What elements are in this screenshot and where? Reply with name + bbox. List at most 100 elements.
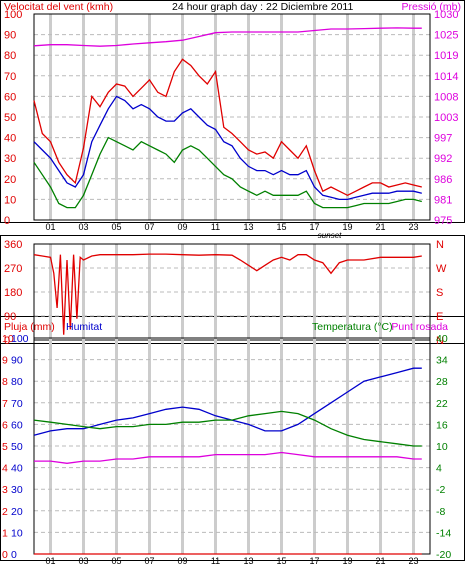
right-tick-label: 1008 [434, 91, 458, 103]
temperature-tick-label: 40 [436, 333, 448, 345]
x-tick-label: 13 [243, 222, 253, 232]
temperature-tick-label: -8 [436, 506, 445, 518]
right-axis-label: Pressió (mb) [401, 1, 461, 13]
direction-tick-label: 0 [4, 335, 10, 347]
right-tick-label: 981 [434, 194, 452, 206]
rain-tick-label: 3 [2, 484, 8, 496]
compass-tick-label: S [436, 287, 443, 299]
temperature-tick-label: 16 [436, 419, 448, 431]
x-tick-label: 09 [177, 556, 187, 566]
temperature-tick-label: -14 [436, 527, 451, 539]
left-tick-label: 70 [4, 71, 16, 83]
x-tick-label: 17 [309, 222, 319, 232]
left-tick-label: 50 [4, 112, 16, 124]
humidity-tick-label: 80 [11, 376, 23, 388]
sunset-label: sunset [318, 231, 342, 240]
series-line-dewpoint [34, 451, 422, 464]
x-tick-label: 15 [276, 556, 286, 566]
temperature-tick-label: 10 [436, 441, 448, 453]
temperature-axis-label: Temperatura (°C) [312, 321, 393, 333]
direction-tick-label: 180 [4, 287, 22, 299]
right-tick-label: 1019 [434, 50, 458, 62]
panel-frame-1 [0, 0, 465, 223]
rain-tick-label: 10 [2, 333, 14, 345]
humidity-axis-label: Humitat [66, 321, 102, 333]
series-line-avg_wind [33, 95, 422, 201]
left-tick-label: 60 [4, 91, 16, 103]
rain-tick-label: 7 [2, 398, 8, 410]
direction-tick-label: 90 [4, 311, 16, 323]
direction-tick-label: 270 [4, 263, 22, 275]
rain-tick-label: 8 [2, 376, 8, 388]
x-tick-label: 21 [375, 222, 385, 232]
left-tick-label: 40 [4, 133, 16, 145]
humidity-tick-label: 70 [11, 398, 23, 410]
x-tick-label: 03 [78, 556, 88, 566]
right-tick-label: 986 [434, 174, 452, 186]
right-tick-label: 975 [434, 215, 452, 227]
humidity-tick-label: 0 [11, 549, 17, 561]
x-tick-label: 23 [408, 556, 418, 566]
x-tick-label: 11 [211, 556, 220, 566]
x-tick-label: 23 [408, 222, 418, 232]
compass-tick-label: W [436, 263, 447, 275]
series-line-pressure [33, 27, 422, 47]
right-tick-label: 1014 [434, 71, 458, 83]
temperature-tick-label: -2 [436, 484, 445, 496]
rain-tick-label: 1 [2, 527, 8, 539]
series-line-humidity [33, 367, 422, 436]
right-tick-label: 992 [434, 153, 452, 165]
rain-axis-label: Pluja (mm) [4, 321, 55, 333]
temperature-tick-label: 22 [436, 398, 448, 410]
humidity-tick-label: 40 [11, 463, 23, 475]
x-tick-label: 05 [111, 556, 121, 566]
left-tick-label: 100 [4, 9, 22, 21]
rain-tick-label: 6 [2, 419, 8, 431]
left-tick-label: 90 [4, 30, 16, 42]
left-tick-label: 30 [4, 153, 16, 165]
series-line-wind [33, 58, 422, 197]
x-tick-label: 21 [375, 556, 385, 566]
rain-tick-label: 9 [2, 355, 8, 367]
right-tick-label: 1003 [434, 112, 458, 124]
left-axis-label: Velocitat del vent (kmh) [4, 1, 113, 13]
humidity-tick-label: 20 [11, 506, 23, 518]
x-tick-label: 15 [276, 222, 286, 232]
temperature-tick-label: 4 [436, 463, 442, 475]
compass-tick-label: E [436, 311, 443, 323]
x-tick-label: 05 [111, 222, 121, 232]
humidity-tick-label: 60 [11, 419, 23, 431]
humidity-tick-label: 90 [11, 355, 23, 367]
rain-tick-label: 4 [2, 463, 8, 475]
left-tick-label: 20 [4, 174, 16, 186]
series-line-gust_low [33, 136, 422, 209]
left-tick-label: 10 [4, 194, 16, 206]
temperature-tick-label: 28 [436, 376, 448, 388]
rain-tick-label: 0 [2, 549, 8, 561]
humidity-tick-label: 30 [11, 484, 23, 496]
dewpoint-axis-label: Punt rosada [391, 321, 448, 333]
x-tick-label: 03 [78, 222, 88, 232]
x-tick-label: 07 [144, 556, 154, 566]
x-tick-label: 01 [45, 222, 55, 232]
rain-tick-label: 5 [2, 441, 8, 453]
x-tick-label: 13 [243, 556, 253, 566]
x-tick-label: 09 [177, 222, 187, 232]
x-tick-label: 01 [45, 556, 55, 566]
humidity-tick-label: 100 [11, 333, 29, 345]
right-tick-label: 1025 [434, 30, 458, 42]
temperature-tick-label: -20 [436, 549, 451, 561]
compass-tick-label: N [436, 335, 444, 347]
direction-tick-label: 360 [4, 239, 22, 251]
humidity-tick-label: 50 [11, 441, 23, 453]
chart-title: 24 hour graph day : 22 Diciembre 2011 [172, 1, 353, 13]
plot-area-1 [33, 13, 431, 221]
left-tick-label: 80 [4, 50, 16, 62]
left-tick-label: 0 [4, 215, 10, 227]
wind-direction-line [33, 253, 422, 335]
x-tick-label: 11 [211, 222, 220, 232]
x-tick-label: 19 [342, 556, 352, 566]
series-line-temperature [33, 410, 422, 447]
